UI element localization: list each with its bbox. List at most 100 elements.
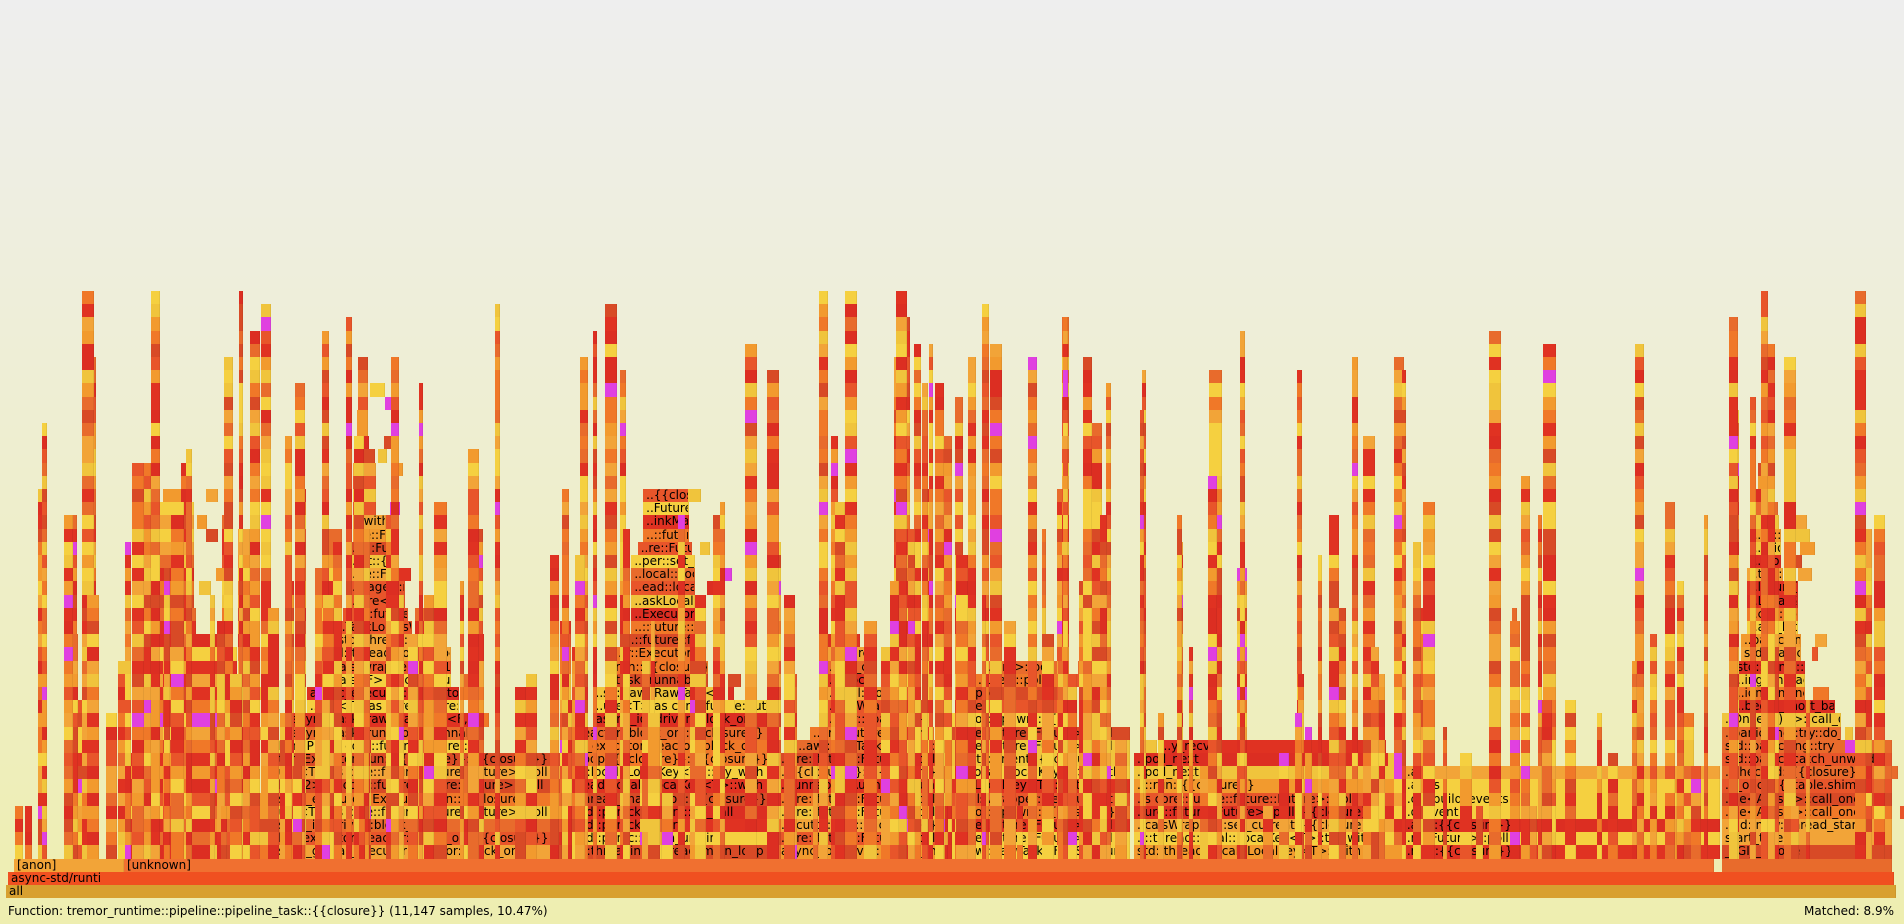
flame-frame-spike[interactable] [720,581,726,595]
flame-frame-spike[interactable] [1142,383,1147,397]
flame-frame-spike[interactable] [1538,687,1543,701]
flame-frame-spike[interactable] [125,713,131,727]
flame-frame-spike[interactable] [223,555,234,569]
flame-frame-spike[interactable] [391,555,400,569]
flame-frame-spike[interactable] [284,581,292,595]
flame-frame-spike[interactable] [620,462,627,476]
flame-frame-spike[interactable] [642,700,651,714]
flame-frame-spike[interactable] [1177,594,1183,608]
flame-frame-spike[interactable] [1139,753,1144,767]
flame-frame-spike[interactable] [170,568,184,582]
flame-frame-spike[interactable] [223,383,234,397]
flame-frame-spike[interactable] [1761,462,1769,476]
flame-frame-spike[interactable] [1510,621,1521,635]
flame-frame-spike[interactable] [333,647,342,661]
flame-frame-spike[interactable] [1027,753,1037,767]
flame-frame-spike[interactable] [261,568,272,582]
flame-frame-spike[interactable] [1351,357,1358,371]
flame-frame-spike[interactable] [1489,370,1501,384]
flame-frame-spike[interactable] [333,779,342,793]
flame-frame-spike[interactable] [346,462,352,476]
flame-frame-spike[interactable] [24,845,32,859]
flame-frame-spike[interactable] [935,555,944,569]
flame-frame-spike[interactable] [562,607,569,621]
flame-frame-spike[interactable] [1635,541,1645,555]
flame-frame-spike[interactable] [1318,753,1323,767]
flame-frame-spike[interactable] [1351,766,1358,780]
flame-frame-spike[interactable] [125,700,131,714]
flame-frame-spike[interactable] [125,607,131,621]
flame-frame-spike[interactable] [720,673,726,687]
flame-frame-spike[interactable] [694,779,707,793]
flame-frame-spike[interactable] [1510,739,1521,753]
flame-frame-spike[interactable] [1729,647,1738,661]
flame-frame-spike[interactable] [819,423,829,437]
flame-frame-spike[interactable] [1207,607,1218,621]
flame-frame-side[interactable] [205,528,219,542]
flame-frame-spike[interactable] [1328,726,1340,740]
flame-frame-spike[interactable] [1542,753,1552,767]
flame-frame-spike[interactable] [1775,845,1780,859]
flame-frame-spike[interactable] [284,726,292,740]
flame-frame-spike[interactable] [928,568,933,582]
flame-frame-spike[interactable] [622,621,630,635]
flame-frame-spike[interactable] [1027,766,1037,780]
flame-frame-spike[interactable] [230,779,242,793]
flame-frame-spike[interactable] [968,357,976,371]
flame-frame-spike[interactable] [261,423,272,437]
flame-frame-spike[interactable] [845,700,858,714]
flame-frame-spike[interactable] [1027,462,1037,476]
flame-frame-spike[interactable] [1177,660,1183,674]
flame-frame-spike[interactable] [1114,832,1127,846]
flame-frame-spike[interactable] [1207,739,1218,753]
flame-frame-spike[interactable] [467,726,480,740]
flame-frame-spike[interactable] [238,555,243,569]
flame-frame-spike[interactable] [783,805,795,819]
flame-frame-spike[interactable] [864,805,877,819]
flame-frame-spike[interactable] [913,357,922,371]
flame-frame-spike[interactable] [1027,475,1037,489]
flame-frame-spike[interactable] [467,528,480,542]
flame-frame-spike[interactable] [549,832,559,846]
flame-frame-spike[interactable] [921,647,929,661]
flame-frame-spike[interactable] [1761,739,1769,753]
flame-frame-spike[interactable] [593,647,598,661]
flame-frame-spike[interactable] [1362,502,1375,516]
flame-frame-spike[interactable] [1240,647,1246,661]
flame-frame-spike[interactable] [1304,739,1313,753]
flame-frame-2-27[interactable]: ..{{closure}} [643,489,690,503]
flame-frame-spike[interactable] [1729,541,1738,555]
flame-frame-spike[interactable] [1635,383,1645,397]
flame-frame-spike[interactable] [151,436,160,450]
flame-frame-spike[interactable] [678,647,685,661]
flame-frame-spike[interactable] [1649,660,1657,674]
flame-frame-spike[interactable] [354,475,364,489]
flame-frame-spike[interactable] [678,581,685,595]
flame-frame-spike[interactable] [921,700,929,714]
flame-frame-spike[interactable] [1240,462,1246,476]
flame-frame-spike[interactable] [210,607,216,621]
flame-frame-spike[interactable] [261,581,272,595]
flame-frame-spike[interactable] [1328,660,1340,674]
flame-frame-spike[interactable] [1401,475,1407,489]
flame-frame-spike[interactable] [1597,792,1602,806]
flame-frame-spike[interactable] [170,792,184,806]
flame-frame-spike[interactable] [1318,621,1323,635]
flame-frame-spike[interactable] [1207,766,1218,780]
flame-frame-spike[interactable] [223,370,234,384]
flame-frame-spike[interactable] [955,726,969,740]
flame-frame-spike[interactable] [1082,555,1093,569]
flame-frame-spike[interactable] [1442,766,1447,780]
flame-frame-spike[interactable] [418,541,424,555]
flame-frame-spike[interactable] [968,647,976,661]
flame-frame-spike[interactable] [1297,700,1305,714]
flame-frame-spike[interactable] [1401,766,1407,780]
flame-frame-spike[interactable] [391,845,400,859]
flame-frame-spike[interactable] [1608,819,1618,833]
flame-frame-spike[interactable] [1520,581,1531,595]
flame-frame-spike[interactable] [261,343,272,357]
flame-frame-spike[interactable] [968,607,976,621]
flame-frame-spike[interactable] [845,304,858,318]
flame-frame-spike[interactable] [1543,673,1556,687]
flame-frame-spike[interactable] [1139,660,1144,674]
